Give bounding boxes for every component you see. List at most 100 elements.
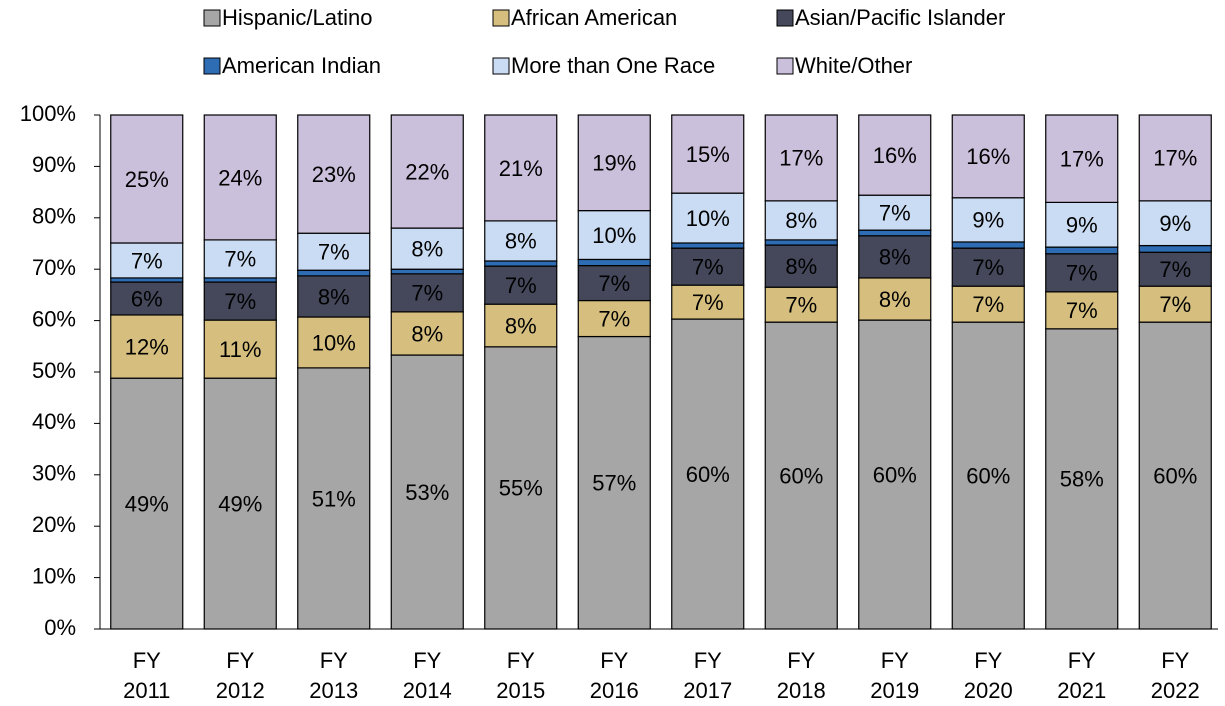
data-label: 11% bbox=[219, 337, 261, 362]
y-tick-label: 60% bbox=[32, 306, 76, 331]
bar-segment bbox=[577, 335, 651, 630]
bar-segment bbox=[951, 285, 1025, 323]
y-tick-label: 40% bbox=[32, 409, 76, 434]
data-label: 7% bbox=[879, 200, 911, 225]
bar-segment bbox=[390, 227, 464, 270]
data-label: 17% bbox=[1153, 146, 1197, 171]
legend-swatch bbox=[203, 57, 221, 75]
data-label: 22% bbox=[405, 159, 449, 184]
x-tick-label: FY 2022 bbox=[1151, 648, 1200, 703]
data-label: 8% bbox=[785, 254, 817, 279]
bar-segment bbox=[297, 232, 371, 271]
data-label: 7% bbox=[318, 240, 350, 265]
data-label: 8% bbox=[411, 321, 443, 346]
data-label: 16% bbox=[873, 143, 917, 168]
legend-swatch bbox=[492, 57, 510, 75]
bar-segment bbox=[858, 235, 932, 279]
bar-segment bbox=[764, 239, 838, 246]
bar-segment bbox=[951, 197, 1025, 243]
bar-segment bbox=[764, 321, 838, 630]
bar-segment bbox=[858, 319, 932, 630]
data-label: 60% bbox=[873, 462, 917, 487]
bar-segment bbox=[1045, 291, 1119, 330]
data-label: 55% bbox=[499, 476, 543, 501]
bar-segment bbox=[764, 286, 838, 323]
data-label: 7% bbox=[1066, 261, 1098, 286]
bar-segment bbox=[1138, 321, 1212, 630]
x-tick-label: FY 2014 bbox=[403, 648, 452, 703]
data-label: 7% bbox=[411, 281, 443, 306]
data-label: 60% bbox=[779, 463, 823, 488]
data-label: 8% bbox=[505, 229, 537, 254]
y-tick-label: 0% bbox=[44, 615, 76, 640]
bar-segment bbox=[1138, 114, 1212, 202]
y-tick-label: 80% bbox=[32, 204, 76, 229]
bar-segment bbox=[203, 114, 277, 241]
bar-segment bbox=[671, 242, 745, 249]
bar-segment bbox=[110, 114, 184, 244]
bar-segment bbox=[1045, 253, 1119, 293]
bar-segment bbox=[1138, 285, 1212, 323]
y-tick-label: 20% bbox=[32, 512, 76, 537]
bar-segment bbox=[297, 367, 371, 630]
data-label: 19% bbox=[592, 151, 636, 176]
x-tick-label: FY 2021 bbox=[1057, 648, 1106, 703]
bar-segment bbox=[1138, 251, 1212, 287]
bar-segment bbox=[297, 114, 371, 234]
x-tick-label: FY 2016 bbox=[590, 648, 639, 703]
bar-segment bbox=[484, 303, 558, 348]
bar-segment bbox=[297, 316, 371, 369]
data-label: 7% bbox=[1066, 298, 1098, 323]
legend-swatch bbox=[776, 57, 794, 75]
bar-segment bbox=[1045, 201, 1119, 248]
bar-segment bbox=[484, 114, 558, 222]
data-label: 24% bbox=[218, 165, 262, 190]
data-label: 7% bbox=[505, 273, 537, 298]
bar-segment bbox=[858, 229, 932, 237]
data-label: 7% bbox=[598, 271, 630, 296]
data-label: 8% bbox=[879, 245, 911, 270]
bar-segment bbox=[297, 269, 371, 277]
data-label: 25% bbox=[125, 167, 169, 192]
data-label: 60% bbox=[686, 462, 730, 487]
bar-segment bbox=[484, 220, 558, 262]
bar-segment bbox=[390, 273, 464, 313]
data-label: 17% bbox=[779, 146, 823, 171]
data-label: 7% bbox=[224, 247, 256, 272]
data-label: 7% bbox=[1159, 292, 1191, 317]
data-label: 8% bbox=[785, 208, 817, 233]
data-label: 49% bbox=[125, 491, 169, 516]
data-label: 53% bbox=[405, 480, 449, 505]
data-label: 6% bbox=[131, 286, 163, 311]
bar-segment bbox=[1138, 244, 1212, 253]
x-tick-label: FY 2017 bbox=[683, 648, 732, 703]
data-label: 60% bbox=[1153, 463, 1197, 488]
bar-segment bbox=[484, 260, 558, 267]
data-label: 7% bbox=[598, 306, 630, 331]
data-label: 9% bbox=[1066, 213, 1098, 238]
bar-segment bbox=[577, 299, 651, 338]
bar-segment bbox=[671, 114, 745, 194]
legend-label: Asian/Pacific Islander bbox=[795, 5, 1005, 30]
bar-segment bbox=[1045, 328, 1119, 630]
bar-segment bbox=[203, 319, 277, 379]
data-label: 7% bbox=[785, 292, 817, 317]
x-tick-label: FY 2018 bbox=[777, 648, 826, 703]
bar-segment bbox=[671, 284, 745, 320]
y-tick-label: 100% bbox=[20, 101, 76, 126]
data-label: 8% bbox=[505, 313, 537, 338]
y-tick-label: 90% bbox=[32, 152, 76, 177]
data-label: 7% bbox=[692, 290, 724, 315]
data-label: 8% bbox=[879, 287, 911, 312]
y-tick-label: 10% bbox=[32, 563, 76, 588]
bar-segment bbox=[390, 354, 464, 630]
data-label: 8% bbox=[318, 284, 350, 309]
bar-segment bbox=[110, 377, 184, 630]
legend-label: American Indian bbox=[222, 53, 381, 78]
data-label: 21% bbox=[499, 156, 543, 181]
bar-segment bbox=[764, 114, 838, 202]
data-label: 51% bbox=[312, 486, 356, 511]
bar-segment bbox=[858, 277, 932, 321]
bar-segment bbox=[764, 244, 838, 288]
